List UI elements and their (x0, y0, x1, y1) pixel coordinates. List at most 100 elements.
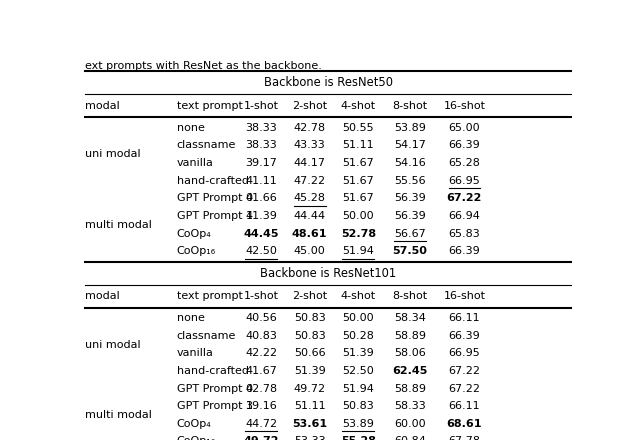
Text: GPT Prompt 0: GPT Prompt 0 (177, 193, 253, 203)
Text: 50.28: 50.28 (342, 331, 374, 341)
Text: hand-crafted: hand-crafted (177, 366, 249, 376)
Text: none: none (177, 123, 205, 133)
Text: 47.22: 47.22 (294, 176, 326, 186)
Text: GPT Prompt 1: GPT Prompt 1 (177, 401, 253, 411)
Text: 57.50: 57.50 (392, 246, 428, 256)
Text: 50.83: 50.83 (294, 331, 326, 341)
Text: 51.11: 51.11 (294, 401, 326, 411)
Text: 52.78: 52.78 (340, 228, 376, 238)
Text: 54.17: 54.17 (394, 140, 426, 150)
Text: modal: modal (85, 291, 120, 301)
Text: 62.45: 62.45 (392, 366, 428, 376)
Text: 51.67: 51.67 (342, 176, 374, 186)
Text: 66.11: 66.11 (449, 401, 480, 411)
Text: 38.33: 38.33 (245, 123, 277, 133)
Text: Backbone is ResNet101: Backbone is ResNet101 (260, 267, 396, 280)
Text: classname: classname (177, 331, 236, 341)
Text: 44.44: 44.44 (294, 211, 326, 221)
Text: CoOp₄: CoOp₄ (177, 228, 211, 238)
Text: 39.17: 39.17 (245, 158, 277, 168)
Text: 66.39: 66.39 (449, 140, 480, 150)
Text: 51.94: 51.94 (342, 384, 374, 393)
Text: 51.11: 51.11 (342, 140, 374, 150)
Text: 41.11: 41.11 (245, 176, 277, 186)
Text: 53.33: 53.33 (294, 436, 326, 440)
Text: 58.34: 58.34 (394, 313, 426, 323)
Text: text prompt: text prompt (177, 101, 243, 111)
Text: text prompt: text prompt (177, 291, 243, 301)
Text: GPT Prompt 1: GPT Prompt 1 (177, 211, 253, 221)
Text: 50.66: 50.66 (294, 348, 326, 358)
Text: 42.22: 42.22 (245, 348, 277, 358)
Text: GPT Prompt 0: GPT Prompt 0 (177, 384, 253, 393)
Text: 67.78: 67.78 (449, 436, 481, 440)
Text: 4-shot: 4-shot (340, 291, 376, 301)
Text: classname: classname (177, 140, 236, 150)
Text: 40.56: 40.56 (245, 313, 277, 323)
Text: 40.83: 40.83 (245, 331, 277, 341)
Text: 51.67: 51.67 (342, 158, 374, 168)
Text: 54.16: 54.16 (394, 158, 426, 168)
Text: 1-shot: 1-shot (244, 291, 278, 301)
Text: none: none (177, 313, 205, 323)
Text: 50.83: 50.83 (342, 401, 374, 411)
Text: uni modal: uni modal (85, 149, 141, 159)
Text: modal: modal (85, 101, 120, 111)
Text: CoOp₄: CoOp₄ (177, 419, 211, 429)
Text: 16-shot: 16-shot (444, 101, 485, 111)
Text: 44.72: 44.72 (245, 419, 277, 429)
Text: CoOp₁₆: CoOp₁₆ (177, 246, 216, 256)
Text: 41.39: 41.39 (245, 211, 277, 221)
Text: 68.61: 68.61 (447, 419, 482, 429)
Text: 2-shot: 2-shot (292, 291, 327, 301)
Text: 48.61: 48.61 (292, 228, 328, 238)
Text: 56.39: 56.39 (394, 211, 426, 221)
Text: 42.78: 42.78 (294, 123, 326, 133)
Text: 8-shot: 8-shot (392, 101, 428, 111)
Text: 49.72: 49.72 (294, 384, 326, 393)
Text: 53.61: 53.61 (292, 419, 327, 429)
Text: 51.67: 51.67 (342, 193, 374, 203)
Text: 66.39: 66.39 (449, 331, 480, 341)
Text: 45.00: 45.00 (294, 246, 326, 256)
Text: 50.00: 50.00 (342, 211, 374, 221)
Text: 58.89: 58.89 (394, 331, 426, 341)
Text: 43.33: 43.33 (294, 140, 326, 150)
Text: 55.28: 55.28 (340, 436, 376, 440)
Text: 51.39: 51.39 (342, 348, 374, 358)
Text: 38.33: 38.33 (245, 140, 277, 150)
Text: ext prompts with ResNet as the backbone.: ext prompts with ResNet as the backbone. (85, 61, 322, 71)
Text: 67.22: 67.22 (449, 366, 481, 376)
Text: 41.66: 41.66 (245, 193, 277, 203)
Text: multi modal: multi modal (85, 410, 152, 420)
Text: 50.00: 50.00 (342, 313, 374, 323)
Text: 41.67: 41.67 (245, 366, 277, 376)
Text: multi modal: multi modal (85, 220, 152, 230)
Text: 67.22: 67.22 (449, 384, 481, 393)
Text: 51.94: 51.94 (342, 246, 374, 256)
Text: 66.94: 66.94 (449, 211, 481, 221)
Text: 8-shot: 8-shot (392, 291, 428, 301)
Text: 42.50: 42.50 (245, 246, 277, 256)
Text: 66.95: 66.95 (449, 176, 480, 186)
Text: 4-shot: 4-shot (340, 101, 376, 111)
Text: 66.11: 66.11 (449, 313, 480, 323)
Text: 49.72: 49.72 (243, 436, 279, 440)
Text: 16-shot: 16-shot (444, 291, 485, 301)
Text: 67.22: 67.22 (447, 193, 482, 203)
Text: 50.83: 50.83 (294, 313, 326, 323)
Text: 58.33: 58.33 (394, 401, 426, 411)
Text: 58.06: 58.06 (394, 348, 426, 358)
Text: 65.00: 65.00 (449, 123, 480, 133)
Text: 55.56: 55.56 (394, 176, 426, 186)
Text: 50.55: 50.55 (342, 123, 374, 133)
Text: 51.39: 51.39 (294, 366, 326, 376)
Text: 65.83: 65.83 (449, 228, 480, 238)
Text: 2-shot: 2-shot (292, 101, 327, 111)
Text: 1-shot: 1-shot (244, 101, 278, 111)
Text: Backbone is ResNet50: Backbone is ResNet50 (264, 77, 392, 89)
Text: 65.28: 65.28 (449, 158, 481, 168)
Text: vanilla: vanilla (177, 348, 214, 358)
Text: 56.67: 56.67 (394, 228, 426, 238)
Text: 39.16: 39.16 (245, 401, 277, 411)
